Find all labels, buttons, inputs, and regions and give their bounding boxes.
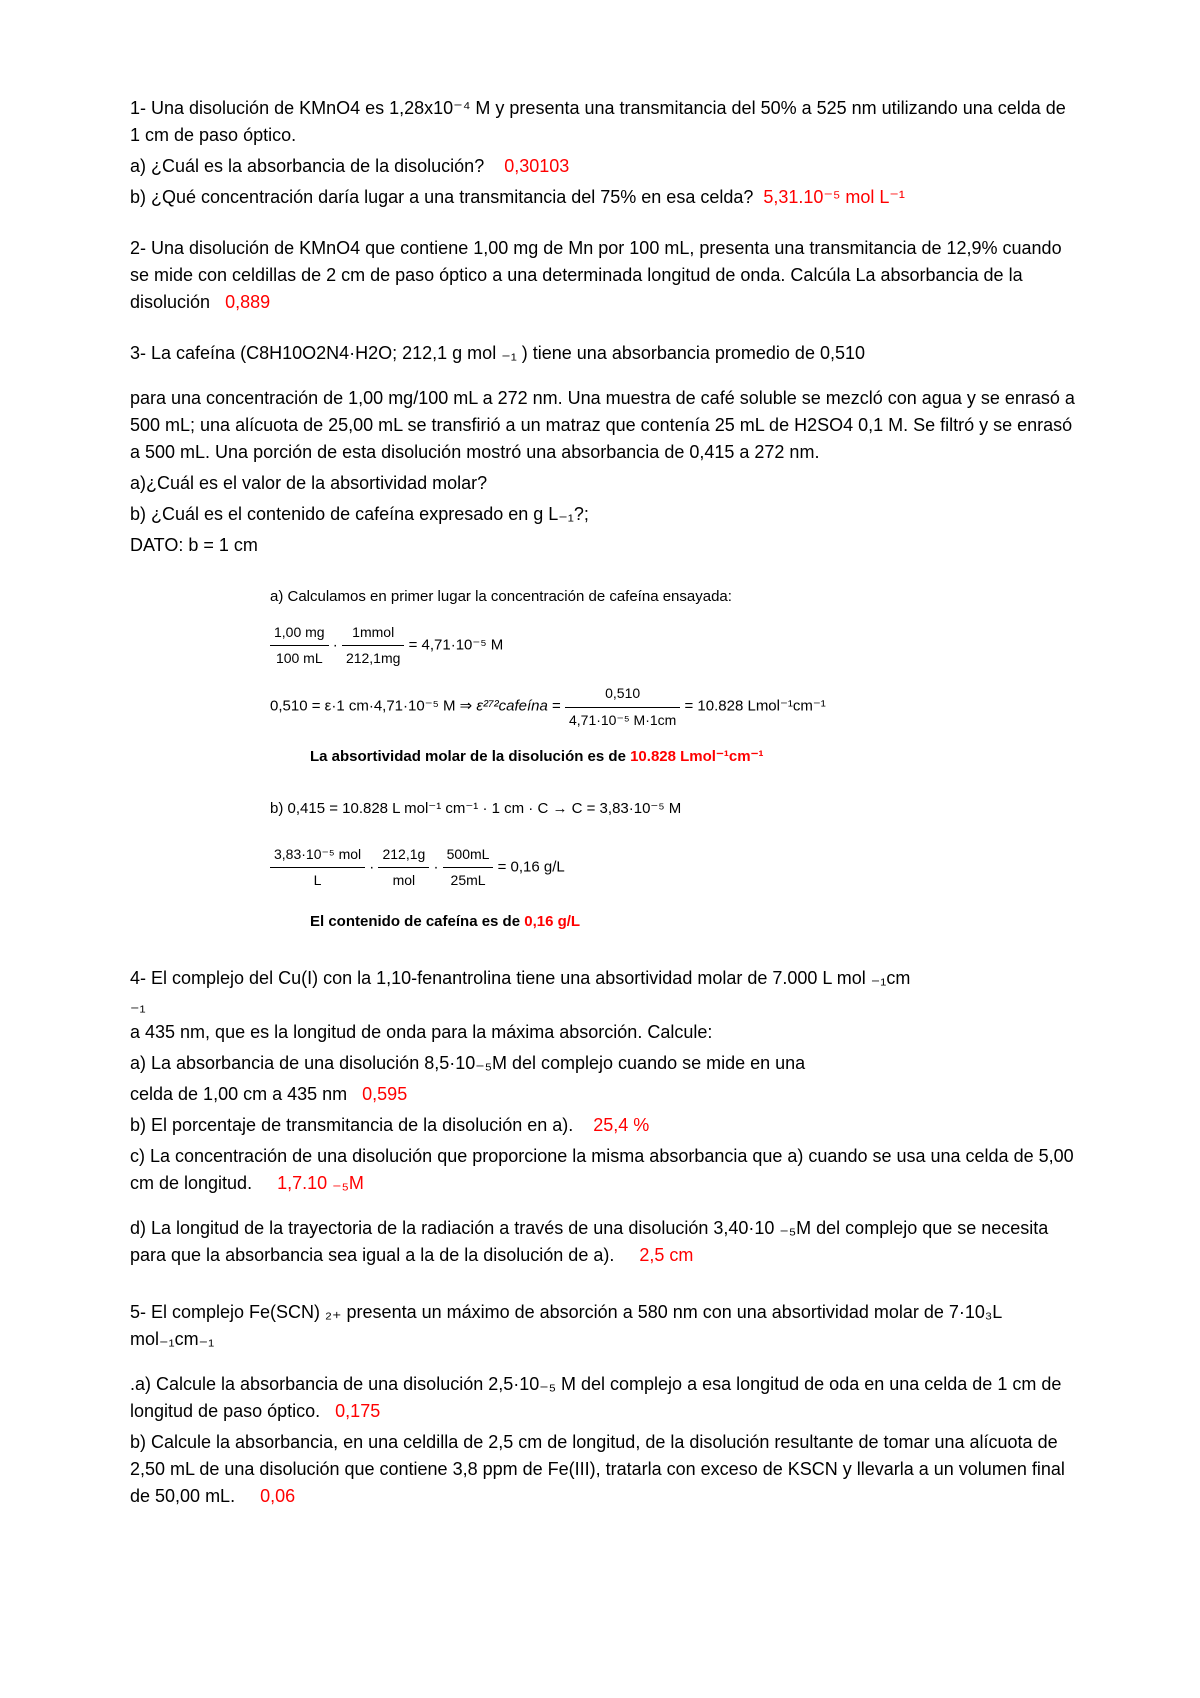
q2-answer: 0,889 <box>225 292 270 312</box>
q1-statement: 1- Una disolución de KMnO4 es 1,28x10⁻⁴ … <box>130 95 1080 149</box>
sol-b-conc-pre: El contenido de cafeína es de <box>310 913 524 930</box>
frac1-num2: 1mmol <box>342 620 404 646</box>
sol-line2-result: = 10.828 Lmol⁻¹cm⁻¹ <box>685 698 826 715</box>
q4d-answer: 2,5 cm <box>639 1245 693 1265</box>
q5a: .a) Calcule la absorbancia de una disolu… <box>130 1371 1080 1425</box>
q3-line1: 3- La cafeína (C8H10O2N4·H2O; 212,1 g mo… <box>130 340 1080 367</box>
q4-line2: a 435 nm, que es la longitud de onda par… <box>130 1019 1080 1046</box>
frac2-num: 0,510 <box>565 681 680 707</box>
q4c: c) La concentración de una disolución qu… <box>130 1143 1080 1197</box>
frac3-den3: 25mL <box>443 868 494 893</box>
q4b-text: b) El porcentaje de transmitancia de la … <box>130 1115 573 1135</box>
q1a-text: a) ¿Cuál es la absorbancia de la disoluc… <box>130 156 484 176</box>
q3-part-b: b) ¿Cuál es el contenido de cafeína expr… <box>130 501 1080 528</box>
q2-statement: 2- Una disolución de KMnO4 que contiene … <box>130 235 1080 316</box>
sol-a-intro: a) Calculamos en primer lugar la concent… <box>270 583 1080 610</box>
sol-line2: 0,510 = ε·1 cm·4,71·10⁻⁵ M ⇒ ε²⁷²cafeína… <box>270 681 1080 732</box>
q5a-text: .a) Calcule la absorbancia de una disolu… <box>130 1374 1061 1421</box>
sol-frac1: 1,00 mg 100 mL · 1mmol 212,1mg = 4,71·10… <box>270 620 1080 671</box>
q4a-text2: celda de 1,00 cm a 435 nm <box>130 1084 347 1104</box>
frac1-den1: 100 mL <box>270 646 329 671</box>
frac3-num1: 3,83·10⁻⁵ mol <box>270 842 365 868</box>
sol-b-conclusion: El contenido de cafeína es de 0,16 g/L <box>310 908 1080 935</box>
sol-frac3: 3,83·10⁻⁵ mol L · 212,1g mol · 500mL 25m… <box>270 842 1080 893</box>
q4a-text: a) La absorbancia de una disolución 8,5·… <box>130 1050 1080 1077</box>
frac3-1: 3,83·10⁻⁵ mol L <box>270 842 365 893</box>
q1b-text: b) ¿Qué concentración daría lugar a una … <box>130 187 753 207</box>
frac3-result: = 0,16 g/L <box>498 858 565 875</box>
frac3-den1: L <box>270 868 365 893</box>
frac1-result: = 4,71·10⁻⁵ M <box>409 637 504 654</box>
sol-a-conc-pre: La absortividad molar de la disolución e… <box>310 748 630 765</box>
frac3-2: 212,1g mol <box>378 842 429 893</box>
q3-solution: a) Calculamos en primer lugar la concent… <box>270 583 1080 935</box>
question-4: 4- El complejo del Cu(I) con la 1,10-fen… <box>130 965 1080 1269</box>
q4b: b) El porcentaje de transmitancia de la … <box>130 1112 1080 1139</box>
q5-line1: 5- El complejo Fe(SCN) ₂₊ presenta un má… <box>130 1299 1080 1353</box>
q4-line1-text: 4- El complejo del Cu(I) con la 1,10-fen… <box>130 968 910 988</box>
sol-b-line: b) 0,415 = 10.828 L mol⁻¹ cm⁻¹ · 1 cm · … <box>270 795 1080 822</box>
q5b: b) Calcule la absorbancia, en una celdil… <box>130 1429 1080 1510</box>
q1-part-a: a) ¿Cuál es la absorbancia de la disoluc… <box>130 153 1080 180</box>
q5a-answer: 0,175 <box>335 1401 380 1421</box>
sol-b-conc-val: 0,16 g/L <box>524 913 580 930</box>
question-5: 5- El complejo Fe(SCN) ₂₊ presenta un má… <box>130 1299 1080 1510</box>
q4d: d) La longitud de la trayectoria de la r… <box>130 1215 1080 1269</box>
frac3-den2: mol <box>378 868 429 893</box>
sol-a-conclusion: La absortividad molar de la disolución e… <box>310 743 1080 770</box>
q4c-text: c) La concentración de una disolución qu… <box>130 1146 1074 1193</box>
frac1-den2: 212,1mg <box>342 646 404 671</box>
q4b-answer: 25,4 % <box>593 1115 649 1135</box>
frac3-3: 500mL 25mL <box>443 842 494 893</box>
frac2: 0,510 4,71·10⁻⁵ M·1cm <box>565 681 680 732</box>
q1b-answer: 5,31.10⁻⁵ mol L⁻¹ <box>763 187 905 207</box>
sol-line2-pre: 0,510 = ε·1 cm·4,71·10⁻⁵ M ⇒ <box>270 698 476 715</box>
q1-part-b: b) ¿Qué concentración daría lugar a una … <box>130 184 1080 211</box>
question-2: 2- Una disolución de KMnO4 que contiene … <box>130 235 1080 316</box>
question-1: 1- Una disolución de KMnO4 es 1,28x10⁻⁴ … <box>130 95 1080 211</box>
frac1-right: 1mmol 212,1mg <box>342 620 404 671</box>
frac3-num3: 500mL <box>443 842 494 868</box>
q3-dato: DATO: b = 1 cm <box>130 532 1080 559</box>
q4c-answer: 1,7.10 ₋₅M <box>277 1173 364 1193</box>
frac3-num2: 212,1g <box>378 842 429 868</box>
document-page: 1- Una disolución de KMnO4 es 1,28x10⁻⁴ … <box>0 0 1200 1698</box>
frac1-num1: 1,00 mg <box>270 620 329 646</box>
q4a-line2: celda de 1,00 cm a 435 nm 0,595 <box>130 1081 1080 1108</box>
question-3: 3- La cafeína (C8H10O2N4·H2O; 212,1 g mo… <box>130 340 1080 559</box>
frac1-left: 1,00 mg 100 mL <box>270 620 329 671</box>
q5b-answer: 0,06 <box>260 1486 295 1506</box>
q3-part-a: a)¿Cuál es el valor de la absortividad m… <box>130 470 1080 497</box>
q3-paragraph: para una concentración de 1,00 mg/100 mL… <box>130 385 1080 466</box>
sol-a-conc-val: 10.828 Lmol⁻¹cm⁻¹ <box>630 748 763 765</box>
frac2-den: 4,71·10⁻⁵ M·1cm <box>565 708 680 733</box>
sol-line2-eq: = <box>552 698 565 715</box>
sol-eps: ε²⁷²cafeína <box>476 698 547 715</box>
q4-line1b: ₋₁ <box>130 992 1080 1019</box>
q4a-answer: 0,595 <box>362 1084 407 1104</box>
q4d-text: d) La longitud de la trayectoria de la r… <box>130 1218 1048 1265</box>
q1a-answer: 0,30103 <box>504 156 569 176</box>
q4-line1: 4- El complejo del Cu(I) con la 1,10-fen… <box>130 965 1080 992</box>
